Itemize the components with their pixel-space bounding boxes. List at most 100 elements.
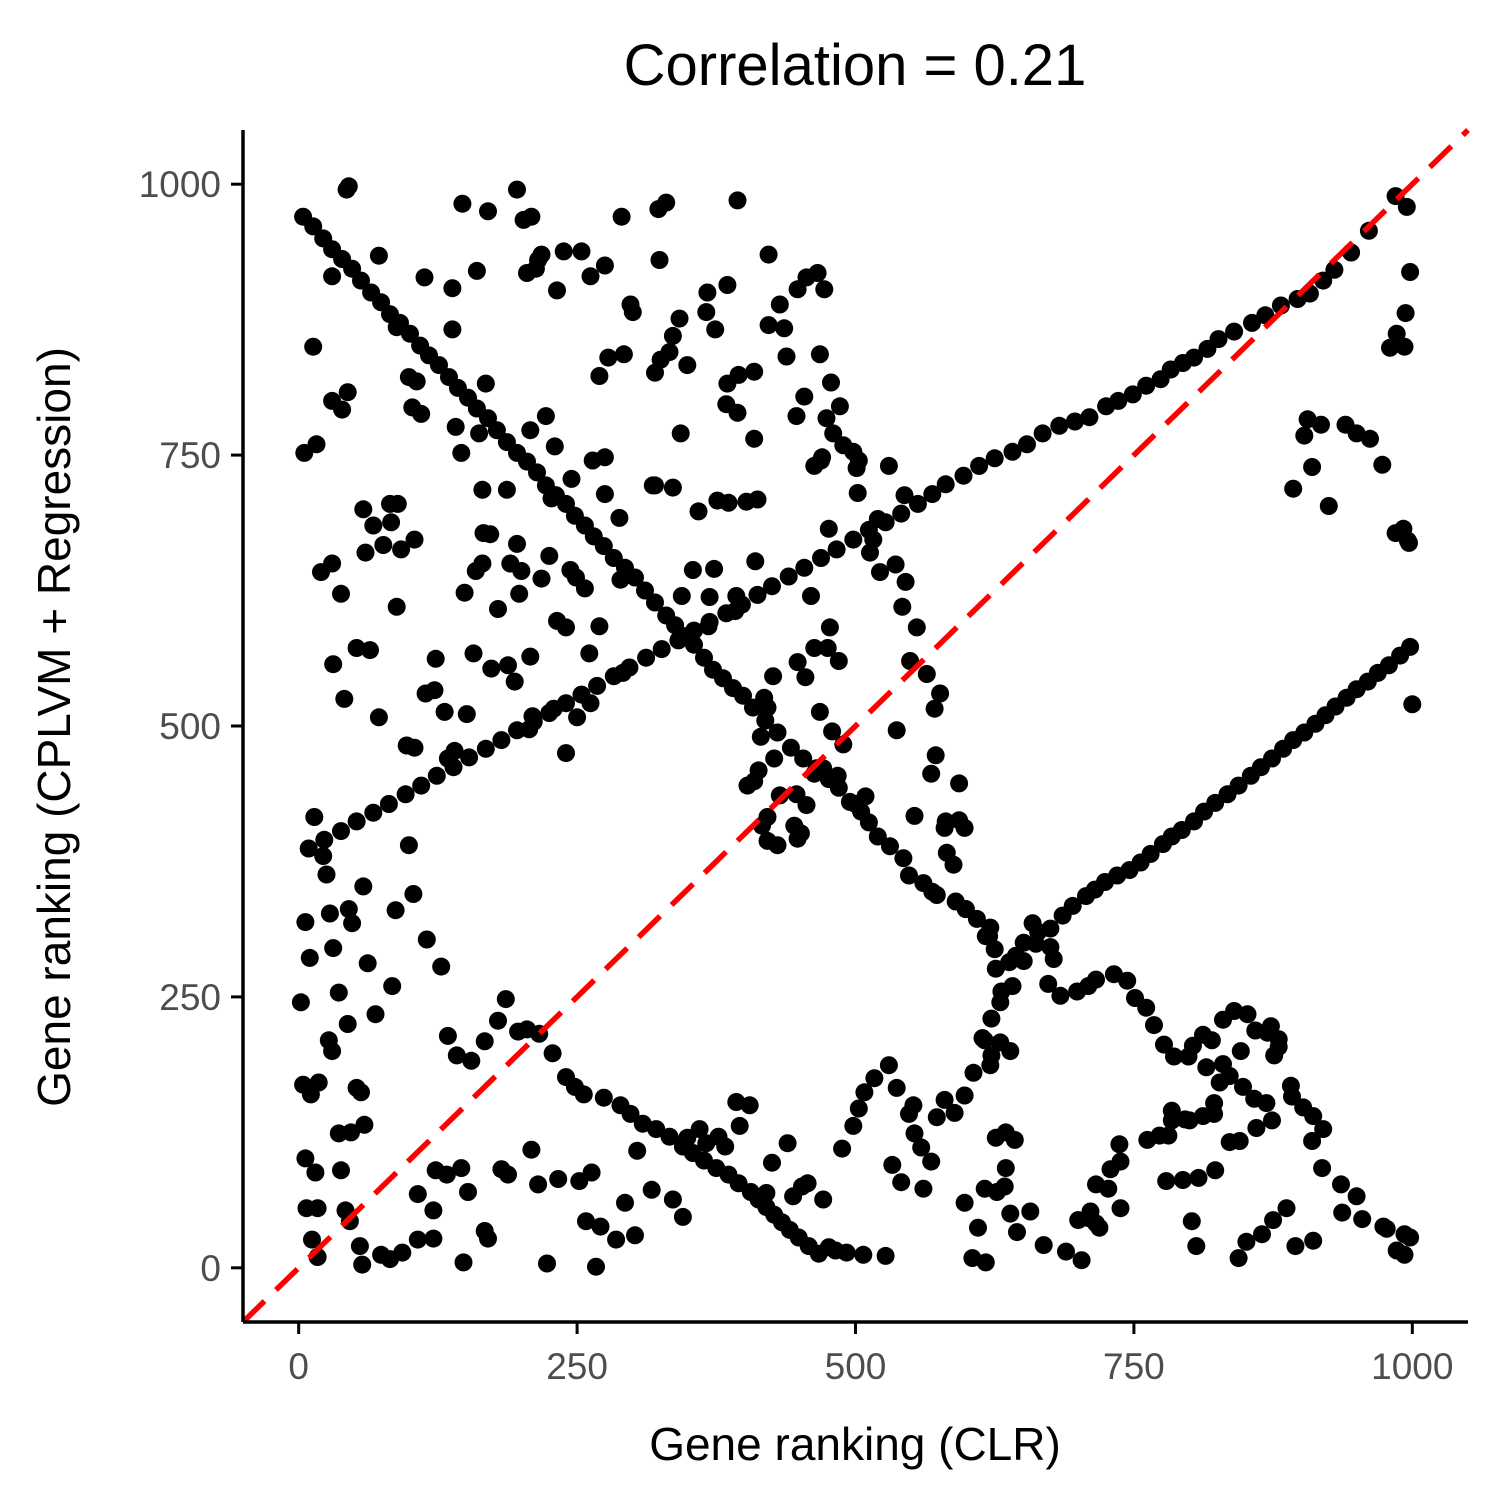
data-point <box>670 309 689 328</box>
data-point <box>946 892 965 911</box>
data-point <box>787 407 806 426</box>
data-point <box>908 494 927 513</box>
data-point <box>614 345 633 364</box>
data-point <box>1231 1042 1250 1061</box>
data-point <box>1304 1231 1323 1250</box>
data-point <box>748 585 767 604</box>
data-point <box>489 1011 507 1030</box>
data-point <box>379 795 398 813</box>
data-point <box>1325 260 1344 279</box>
data-point <box>452 1159 471 1178</box>
data-point <box>1137 376 1156 395</box>
data-point <box>698 283 717 302</box>
data-point <box>950 774 969 793</box>
data-point <box>814 1190 833 1209</box>
data-point <box>445 741 464 760</box>
data-point <box>1126 989 1144 1007</box>
data-point <box>1295 426 1314 445</box>
data-point <box>822 373 840 392</box>
data-point <box>1229 776 1248 795</box>
data-point <box>894 849 913 868</box>
data-point <box>1206 1161 1225 1180</box>
data-point <box>819 770 838 789</box>
data-point <box>404 885 423 903</box>
data-point <box>557 618 575 637</box>
data-point <box>728 191 747 210</box>
data-point <box>443 320 462 339</box>
y-tick-label: 500 <box>159 706 221 747</box>
data-point <box>833 1139 852 1158</box>
data-point <box>830 397 849 416</box>
data-point <box>577 1212 595 1231</box>
data-point <box>829 652 848 670</box>
data-point <box>529 251 548 269</box>
data-point <box>982 1009 1001 1028</box>
data-point <box>660 343 679 362</box>
data-point <box>970 456 989 475</box>
data-point <box>489 600 507 618</box>
data-point <box>865 1069 884 1088</box>
data-point <box>332 584 350 603</box>
data-point <box>798 1174 817 1193</box>
data-point <box>1104 965 1123 984</box>
data-point <box>621 1104 640 1123</box>
data-point <box>339 177 358 196</box>
data-point <box>1387 324 1406 343</box>
data-point <box>568 708 587 727</box>
data-point <box>778 1134 797 1153</box>
data-point <box>590 367 609 385</box>
data-point <box>1001 1204 1020 1223</box>
data-point <box>296 1149 315 1168</box>
x-axis-ticks: 0 250 500 750 1000 <box>288 1322 1453 1387</box>
data-point <box>744 698 762 717</box>
data-point <box>1386 187 1405 206</box>
data-point <box>805 456 824 475</box>
data-point <box>856 787 875 806</box>
data-point <box>876 513 895 532</box>
data-point <box>1000 953 1019 972</box>
data-point <box>545 437 564 456</box>
data-point <box>1072 1251 1091 1270</box>
data-point <box>1319 497 1338 515</box>
data-point <box>642 1180 661 1199</box>
data-point <box>412 776 431 795</box>
data-point <box>347 812 366 831</box>
identity-reference-line <box>241 128 1470 1324</box>
data-point <box>768 836 787 855</box>
data-point <box>425 681 444 700</box>
data-point <box>599 348 618 367</box>
data-point <box>683 561 702 579</box>
x-tick-label: 250 <box>546 1346 608 1387</box>
data-point <box>460 748 479 767</box>
data-point <box>700 613 719 631</box>
data-point <box>497 480 516 499</box>
data-point <box>700 588 719 606</box>
data-point <box>849 451 868 470</box>
data-point <box>358 954 377 973</box>
data-point <box>543 1044 562 1063</box>
data-point <box>912 1138 931 1157</box>
data-point <box>663 326 682 345</box>
data-point <box>306 1163 325 1182</box>
data-point <box>775 319 794 338</box>
y-tick-label: 750 <box>159 435 221 476</box>
data-point <box>751 727 770 746</box>
data-point <box>1353 1210 1372 1229</box>
data-point <box>610 508 629 527</box>
data-point <box>1003 442 1022 461</box>
data-point <box>355 1115 374 1134</box>
data-point <box>1021 1202 1040 1221</box>
data-point <box>1264 1211 1283 1230</box>
data-point <box>538 1254 556 1273</box>
data-point <box>1063 896 1082 915</box>
data-point <box>1230 1132 1249 1150</box>
data-point <box>647 1120 666 1139</box>
data-point <box>1401 637 1420 656</box>
data-point <box>745 429 764 448</box>
data-point <box>945 1103 964 1122</box>
data-point <box>854 1245 873 1264</box>
data-point <box>347 639 366 657</box>
data-point <box>1286 1237 1305 1256</box>
data-point <box>435 702 454 721</box>
data-point <box>637 648 656 667</box>
